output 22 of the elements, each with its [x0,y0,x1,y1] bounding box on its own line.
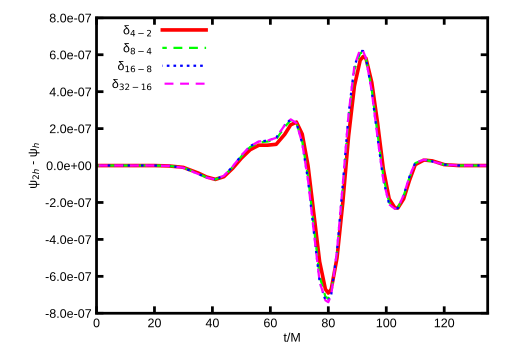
y-tick-label: -2.0e-07 [46,198,92,208]
y-tick-label: 4.0e-07 [50,87,92,96]
legend-label: δ$_{4−2}$ [123,25,152,36]
x-tick-label: 100 [376,318,396,328]
y-tick-label: -8.0e-07 [46,309,92,318]
legend-label: δ$_{32−16}$ [112,78,152,90]
x-tick-label: 40 [206,318,219,328]
y-tick-label: 8.0e-07 [50,14,92,22]
y-tick-label: 2.0e-07 [50,124,92,134]
x-tick-label: 60 [264,318,277,328]
y-tick-label: -4.0e-07 [46,235,92,244]
x-axis-title: t/M [284,332,300,342]
x-tick-label: 80 [322,318,335,328]
x-tick-label: 120 [434,318,454,328]
y-axis-title: ψ$_{2h}$ - ψ$_{h}$ [28,143,40,188]
x-tick-label: 0 [94,318,100,328]
y-tick-label: -6.0e-07 [46,272,92,281]
y-tick-label: 0.0e+00 [46,161,92,170]
x-tick-label: 20 [148,318,161,328]
legend-label: δ$_{16−8}$ [118,61,152,72]
y-tick-label: 6.0e-07 [50,50,92,60]
legend-label: δ$_{8−4}$ [123,43,152,54]
